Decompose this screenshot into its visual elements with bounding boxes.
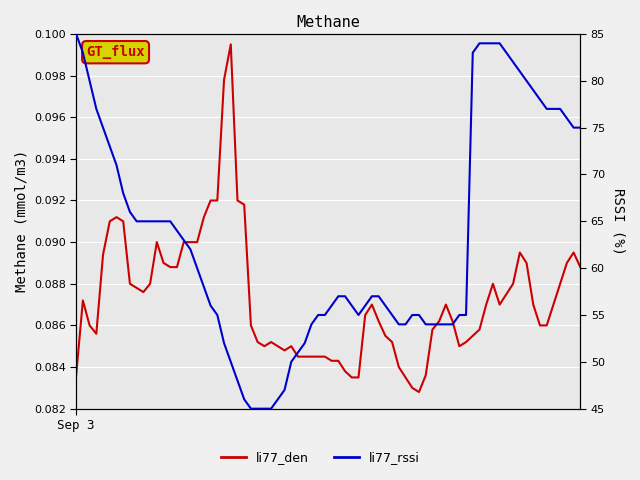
Y-axis label: RSSI (%): RSSI (%) [612,188,626,255]
Title: Methane: Methane [296,15,360,30]
Legend: li77_den, li77_rssi: li77_den, li77_rssi [216,446,424,469]
Y-axis label: Methane (mmol/m3): Methane (mmol/m3) [14,150,28,292]
Text: GT_flux: GT_flux [86,45,145,59]
